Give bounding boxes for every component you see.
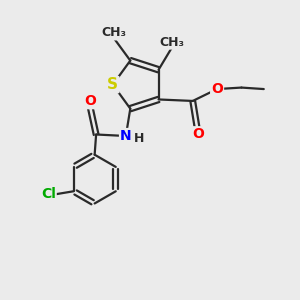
Text: O: O	[211, 82, 223, 96]
Text: O: O	[84, 94, 96, 108]
Text: N: N	[120, 129, 132, 143]
Text: S: S	[107, 77, 118, 92]
Text: O: O	[193, 127, 205, 141]
Text: CH₃: CH₃	[101, 26, 127, 39]
Text: H: H	[134, 133, 144, 146]
Text: Cl: Cl	[41, 187, 56, 201]
Text: CH₃: CH₃	[159, 36, 184, 49]
